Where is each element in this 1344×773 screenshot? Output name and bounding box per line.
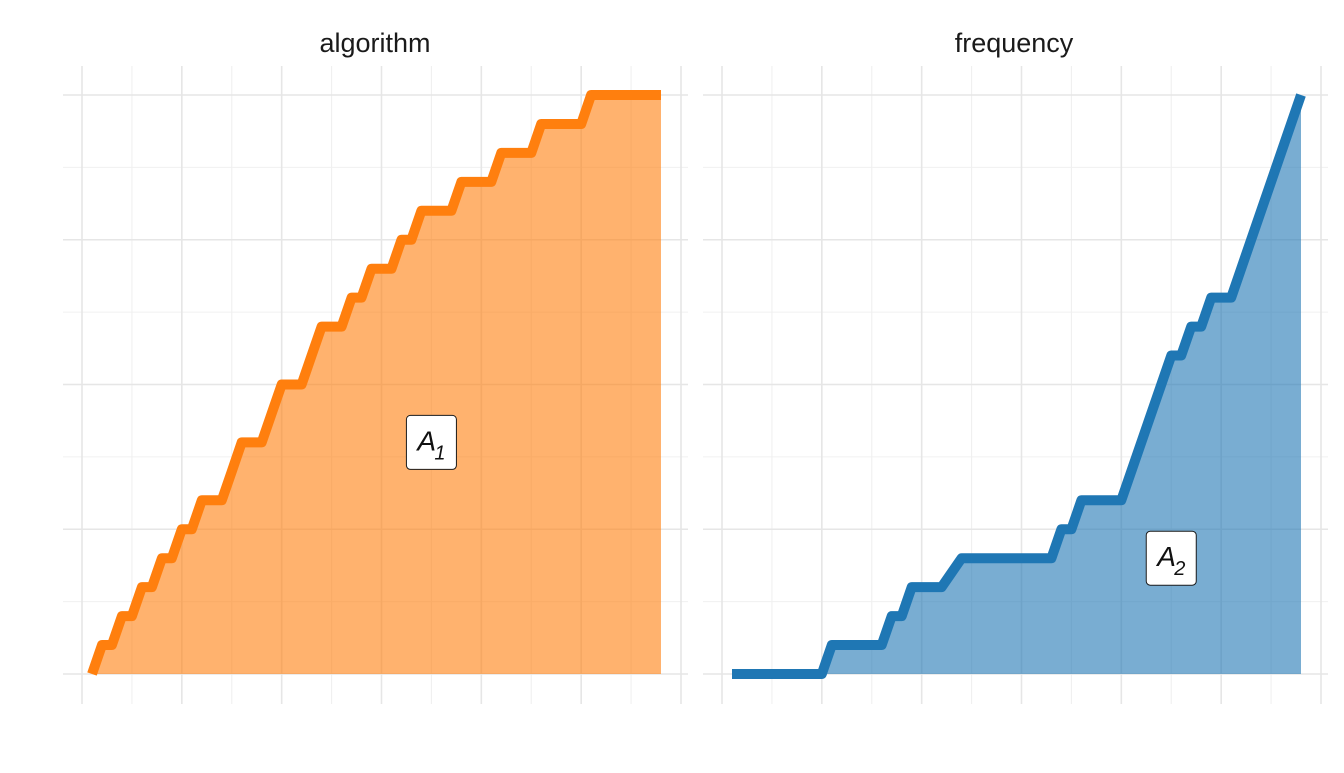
cumulative-line: [732, 93, 1306, 679]
area-fill: [732, 95, 1301, 674]
area-label-subscript: 1: [434, 442, 445, 464]
area-label-text: A: [415, 425, 436, 456]
panel-algorithm: A1 algorithm: [63, 28, 688, 704]
area-label-subscript: 2: [1173, 558, 1185, 580]
panel-frequency: A2 frequency: [703, 28, 1328, 704]
area-label-box: [405, 414, 457, 470]
area-label-box: [1145, 530, 1197, 586]
cumulative-line: [87, 90, 661, 676]
area-label: A1: [405, 414, 457, 470]
area-fill: [92, 95, 661, 674]
area-label: A2: [1145, 530, 1197, 586]
area-label-text: A: [1155, 541, 1176, 572]
panel-title-algorithm: algorithm: [319, 28, 430, 58]
panel-title-frequency: frequency: [955, 28, 1074, 58]
